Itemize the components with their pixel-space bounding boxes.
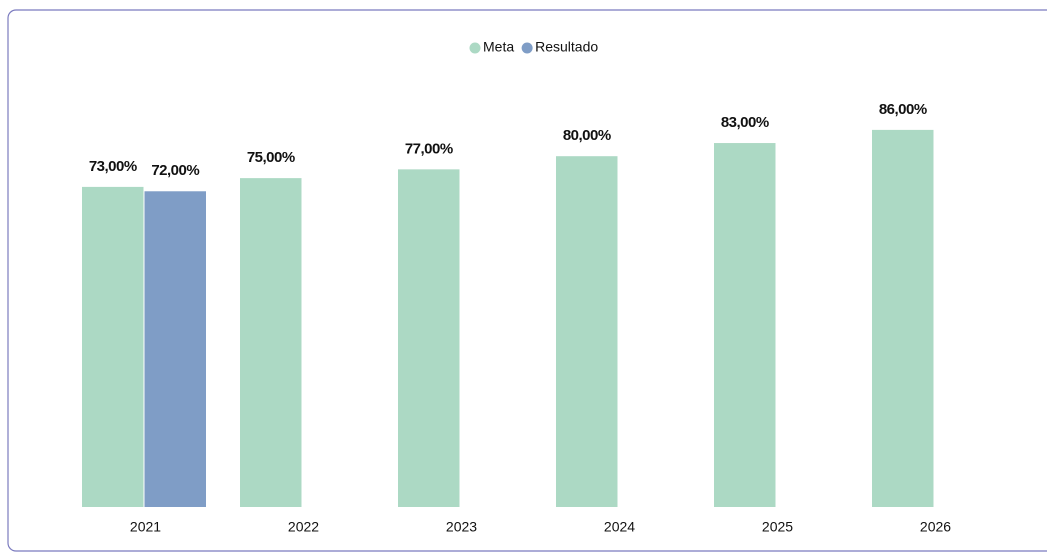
- data-label: 86,00%: [879, 101, 927, 118]
- data-label: 72,00%: [151, 162, 199, 179]
- bar: [398, 169, 460, 508]
- bar: [240, 178, 302, 507]
- x-tick-label: 2021: [130, 519, 161, 535]
- legend-label: Meta: [483, 39, 514, 55]
- x-tick-label: 2023: [446, 519, 477, 535]
- data-label: 80,00%: [563, 127, 611, 144]
- legend-swatch: [469, 42, 481, 54]
- data-label: 83,00%: [721, 114, 769, 131]
- x-tick-label: 2026: [920, 519, 951, 535]
- x-tick-label: 2025: [762, 519, 793, 535]
- legend-swatch: [521, 42, 533, 54]
- x-tick-label: 2022: [288, 519, 319, 535]
- data-label: 77,00%: [405, 140, 453, 157]
- bar: [556, 156, 618, 507]
- bar: [82, 186, 144, 507]
- data-label: 73,00%: [89, 158, 137, 175]
- bar: [714, 143, 776, 508]
- x-tick-label: 2024: [604, 519, 635, 535]
- bar: [144, 191, 206, 507]
- legend-label: Resultado: [535, 39, 598, 55]
- bar: [872, 129, 934, 507]
- data-label: 75,00%: [247, 149, 295, 166]
